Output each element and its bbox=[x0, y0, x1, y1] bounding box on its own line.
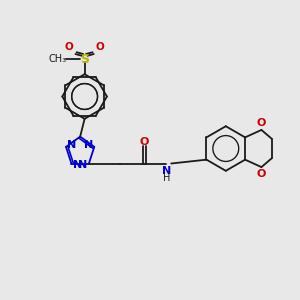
Text: O: O bbox=[257, 169, 266, 178]
Text: O: O bbox=[64, 43, 73, 52]
Text: N: N bbox=[73, 160, 82, 170]
Text: O: O bbox=[96, 43, 105, 52]
Text: N: N bbox=[78, 160, 88, 170]
Text: N: N bbox=[162, 166, 172, 176]
Text: O: O bbox=[140, 136, 149, 146]
Text: N: N bbox=[67, 140, 76, 150]
Text: N: N bbox=[84, 140, 93, 150]
Text: H: H bbox=[164, 173, 171, 183]
Text: O: O bbox=[257, 118, 266, 128]
Text: S: S bbox=[80, 53, 89, 66]
Text: CH₃: CH₃ bbox=[49, 54, 67, 64]
